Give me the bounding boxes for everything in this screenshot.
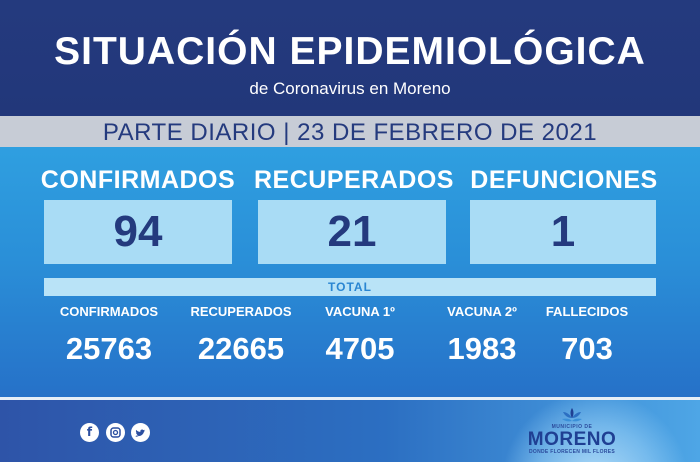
moreno-logo: MUNICIPIO DE MORENO DONDE FLORECEN MIL F… — [522, 405, 622, 460]
twitter-icon[interactable] — [131, 423, 150, 442]
total-confirmados-value: 25763 — [65, 331, 153, 366]
total-vacuna2-label: VACUNA 2º — [447, 304, 517, 319]
page-subtitle: de Coronavirus en Moreno — [249, 79, 451, 98]
logo-tagline: DONDE FLORECEN MIL FLORES — [528, 449, 616, 455]
daily-recuperados-label: RECUPERADOS — [254, 166, 454, 194]
total-fallecidos-label: FALLECIDOS — [545, 304, 629, 319]
total-recuperados-value: 22665 — [197, 331, 285, 366]
page-title: SITUACIÓN EPIDEMIOLÓGICA — [54, 30, 646, 73]
instagram-icon[interactable] — [106, 423, 125, 442]
report-date: PARTE DIARIO | 23 DE FEBRERO DE 2021 — [102, 119, 598, 146]
daily-confirmados-value: 94 — [44, 200, 232, 264]
daily-defunciones-value: 1 — [470, 200, 656, 264]
flower-icon — [562, 408, 582, 422]
facebook-icon[interactable]: f — [80, 423, 99, 442]
total-fallecidos-value: 703 — [561, 331, 613, 366]
daily-defunciones-label: DEFUNCIONES — [470, 166, 658, 194]
total-vacuna1-label: VACUNA 1º — [325, 304, 395, 319]
total-header: TOTAL — [44, 278, 656, 296]
daily-recuperados-value: 21 — [258, 200, 446, 264]
total-vacuna2-value: 1983 — [447, 331, 517, 366]
logo-small-text: MUNICIPIO DE — [551, 424, 593, 430]
date-band — [0, 116, 700, 147]
daily-confirmados-label: CONFIRMADOS — [40, 166, 236, 194]
footer-glow — [500, 400, 700, 462]
total-vacuna1-value: 4705 — [325, 331, 395, 366]
total-confirmados-label: CONFIRMADOS — [59, 304, 159, 319]
footer-divider — [0, 397, 700, 400]
header-band — [0, 0, 700, 116]
total-recuperados-label: RECUPERADOS — [190, 304, 292, 319]
main-panel — [0, 147, 700, 397]
logo-name: MORENO — [527, 429, 617, 450]
